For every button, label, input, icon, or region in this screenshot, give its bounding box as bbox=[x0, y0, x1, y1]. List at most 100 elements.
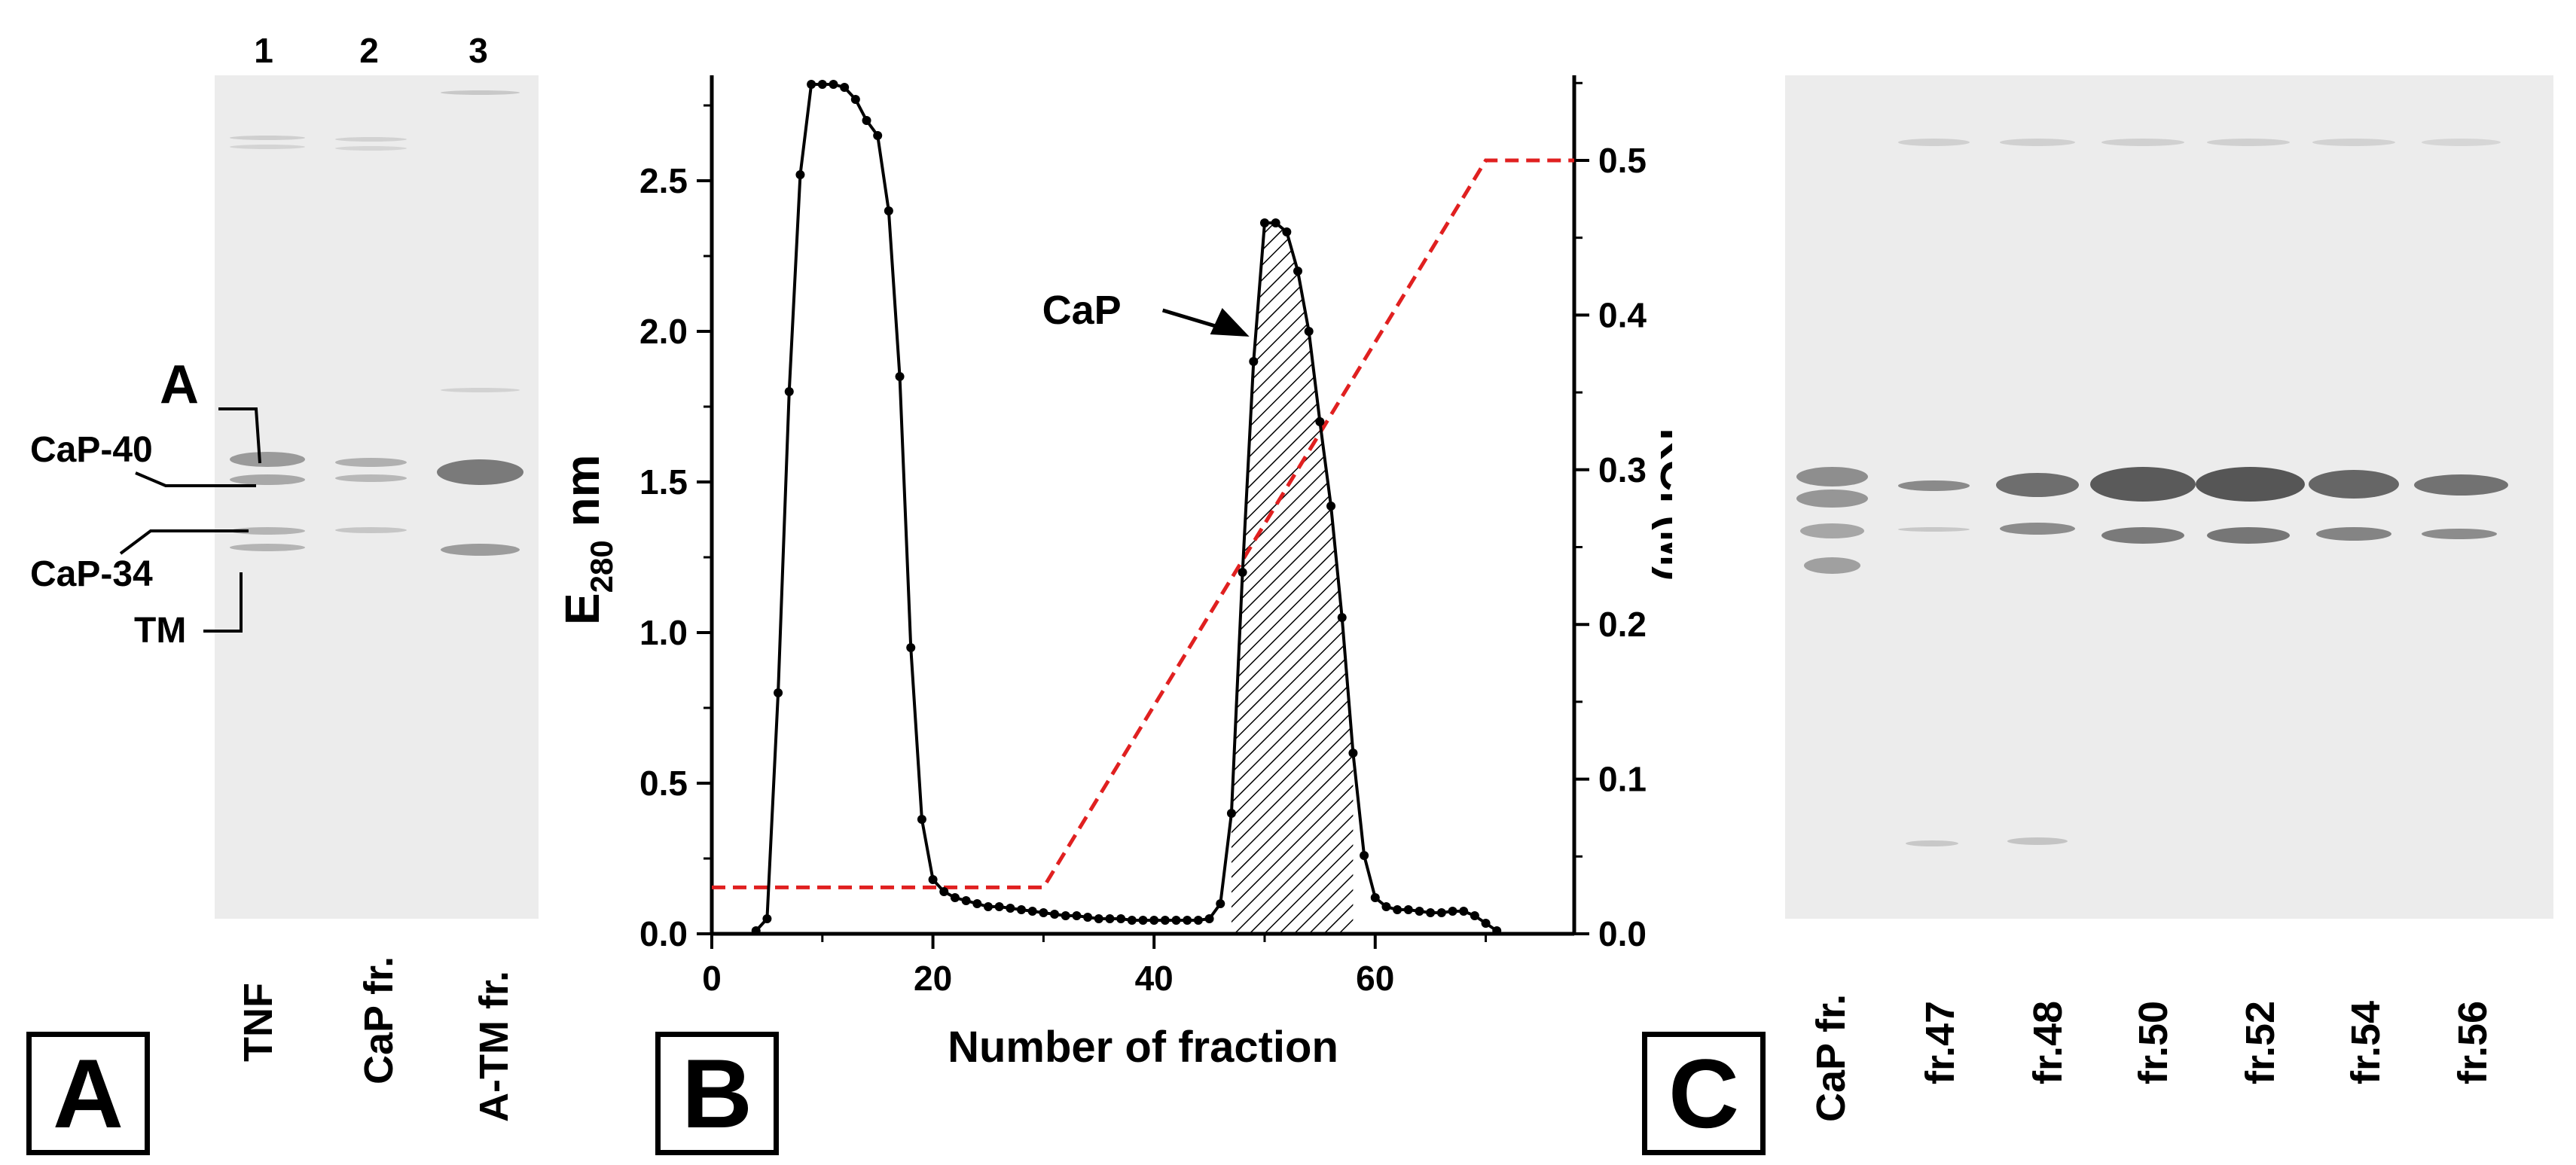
e280-point bbox=[884, 206, 893, 215]
e280-point bbox=[1436, 908, 1446, 917]
gel-band bbox=[1804, 557, 1860, 574]
e280-point bbox=[928, 875, 938, 884]
gel-band bbox=[2414, 474, 2508, 496]
lane-label: fr.56 bbox=[2450, 1000, 2495, 1084]
x-axis-label: Number of fraction bbox=[948, 1023, 1338, 1072]
band-marker-a: A bbox=[160, 355, 199, 415]
e280-point bbox=[1337, 613, 1347, 622]
y2-axis-label: KCl (M) bbox=[1651, 428, 1672, 581]
gel-band bbox=[1898, 527, 1970, 532]
gel-band bbox=[335, 458, 407, 467]
lane-label: fr.54 bbox=[2343, 1000, 2388, 1084]
y-tick-label: 1.5 bbox=[639, 462, 688, 502]
e280-point bbox=[751, 926, 761, 935]
panel-letter-a: A bbox=[26, 1032, 150, 1155]
gel-band bbox=[2007, 837, 2068, 845]
gel-band bbox=[230, 527, 305, 535]
e280-point bbox=[1470, 911, 1479, 920]
e280-point bbox=[1315, 417, 1325, 426]
gel-band bbox=[1898, 139, 1970, 146]
e280-point bbox=[1348, 749, 1358, 758]
y-tick-label: 0.5 bbox=[639, 764, 688, 803]
lane-number: 3 bbox=[469, 31, 488, 70]
e280-point bbox=[1459, 907, 1469, 916]
e280-point bbox=[1370, 893, 1380, 902]
e280-point bbox=[1238, 568, 1247, 577]
y2-tick-label: 0.2 bbox=[1598, 605, 1647, 644]
lane-label: CaP fr. bbox=[356, 956, 401, 1084]
e280-point bbox=[1381, 902, 1391, 911]
e280-point bbox=[1149, 916, 1159, 925]
e280-point bbox=[1481, 919, 1491, 928]
y-tick-label: 0.0 bbox=[639, 914, 688, 953]
gel-band bbox=[2000, 139, 2075, 146]
e280-point bbox=[1138, 916, 1148, 925]
y2-tick-label: 0.0 bbox=[1598, 914, 1647, 953]
gel-band bbox=[2316, 527, 2391, 541]
e280-point bbox=[873, 131, 883, 140]
gel-band bbox=[441, 90, 520, 95]
gel-band bbox=[2090, 467, 2196, 502]
band-marker-cap34: CaP-34 bbox=[30, 554, 153, 594]
gel-band bbox=[2422, 139, 2501, 146]
gel-band bbox=[230, 544, 305, 551]
lane-label: TNF bbox=[236, 983, 281, 1062]
y-tick-label: 1.0 bbox=[639, 613, 688, 652]
gel-band bbox=[1898, 480, 1970, 491]
gel-band bbox=[1800, 523, 1864, 538]
e280-point bbox=[1448, 907, 1457, 916]
gel-band bbox=[335, 527, 407, 533]
lane-label: fr.52 bbox=[2238, 1000, 2283, 1084]
y2-tick-label: 0.1 bbox=[1598, 760, 1647, 799]
e280-point bbox=[1171, 916, 1181, 925]
e280-point bbox=[994, 902, 1004, 911]
gel-band bbox=[1996, 473, 2079, 497]
annotation-arrow-head bbox=[1210, 308, 1250, 337]
e280-point bbox=[1094, 914, 1103, 923]
e280-point bbox=[917, 815, 926, 824]
e280-point bbox=[1259, 218, 1269, 227]
e280-point bbox=[1193, 916, 1203, 925]
e280-point bbox=[1293, 267, 1303, 276]
kcl-gradient-line bbox=[712, 158, 1574, 889]
e280-point bbox=[983, 902, 993, 911]
shaded-peak-area bbox=[1231, 223, 1354, 934]
gel-band bbox=[2000, 523, 2075, 535]
gel-band bbox=[441, 388, 520, 392]
y-tick-label: 2.5 bbox=[639, 161, 688, 200]
gel-band bbox=[1906, 840, 1958, 846]
band-marker-tm: TM bbox=[134, 611, 187, 651]
gel-band bbox=[441, 544, 520, 556]
gel-band bbox=[2101, 527, 2184, 544]
gel-band bbox=[230, 136, 305, 140]
e280-point bbox=[762, 914, 772, 923]
cap-annotation: CaP bbox=[1042, 288, 1122, 333]
e280-point bbox=[807, 80, 816, 89]
lane-label: CaP fr. bbox=[1808, 993, 1854, 1122]
e280-point bbox=[1426, 908, 1436, 917]
gel-band bbox=[230, 145, 305, 149]
e280-point bbox=[795, 170, 805, 179]
e280-point bbox=[1105, 914, 1115, 923]
lane-label: fr.48 bbox=[2025, 1000, 2071, 1084]
x-tick-label: 60 bbox=[1356, 959, 1394, 998]
e280-point bbox=[1017, 905, 1027, 914]
gel-band bbox=[2309, 470, 2399, 499]
gel-band bbox=[230, 474, 305, 485]
x-tick-label: 0 bbox=[702, 959, 722, 998]
e280-point bbox=[1204, 914, 1214, 923]
x-tick-label: 20 bbox=[914, 959, 952, 998]
e280-point bbox=[1083, 913, 1093, 922]
e280-point bbox=[1216, 899, 1225, 908]
y-axis-label: E280 nm bbox=[555, 454, 619, 625]
gel-c-image bbox=[1785, 75, 2553, 919]
e280-point bbox=[1127, 916, 1137, 925]
e280-point bbox=[1027, 907, 1037, 916]
e280-point bbox=[972, 899, 982, 908]
e280-point bbox=[961, 896, 971, 905]
band-marker-lines bbox=[119, 407, 261, 633]
y2-tick-label: 0.3 bbox=[1598, 450, 1647, 489]
e280-point bbox=[1282, 227, 1292, 236]
lane-number: 2 bbox=[359, 31, 379, 70]
gel-band bbox=[1796, 489, 1868, 508]
